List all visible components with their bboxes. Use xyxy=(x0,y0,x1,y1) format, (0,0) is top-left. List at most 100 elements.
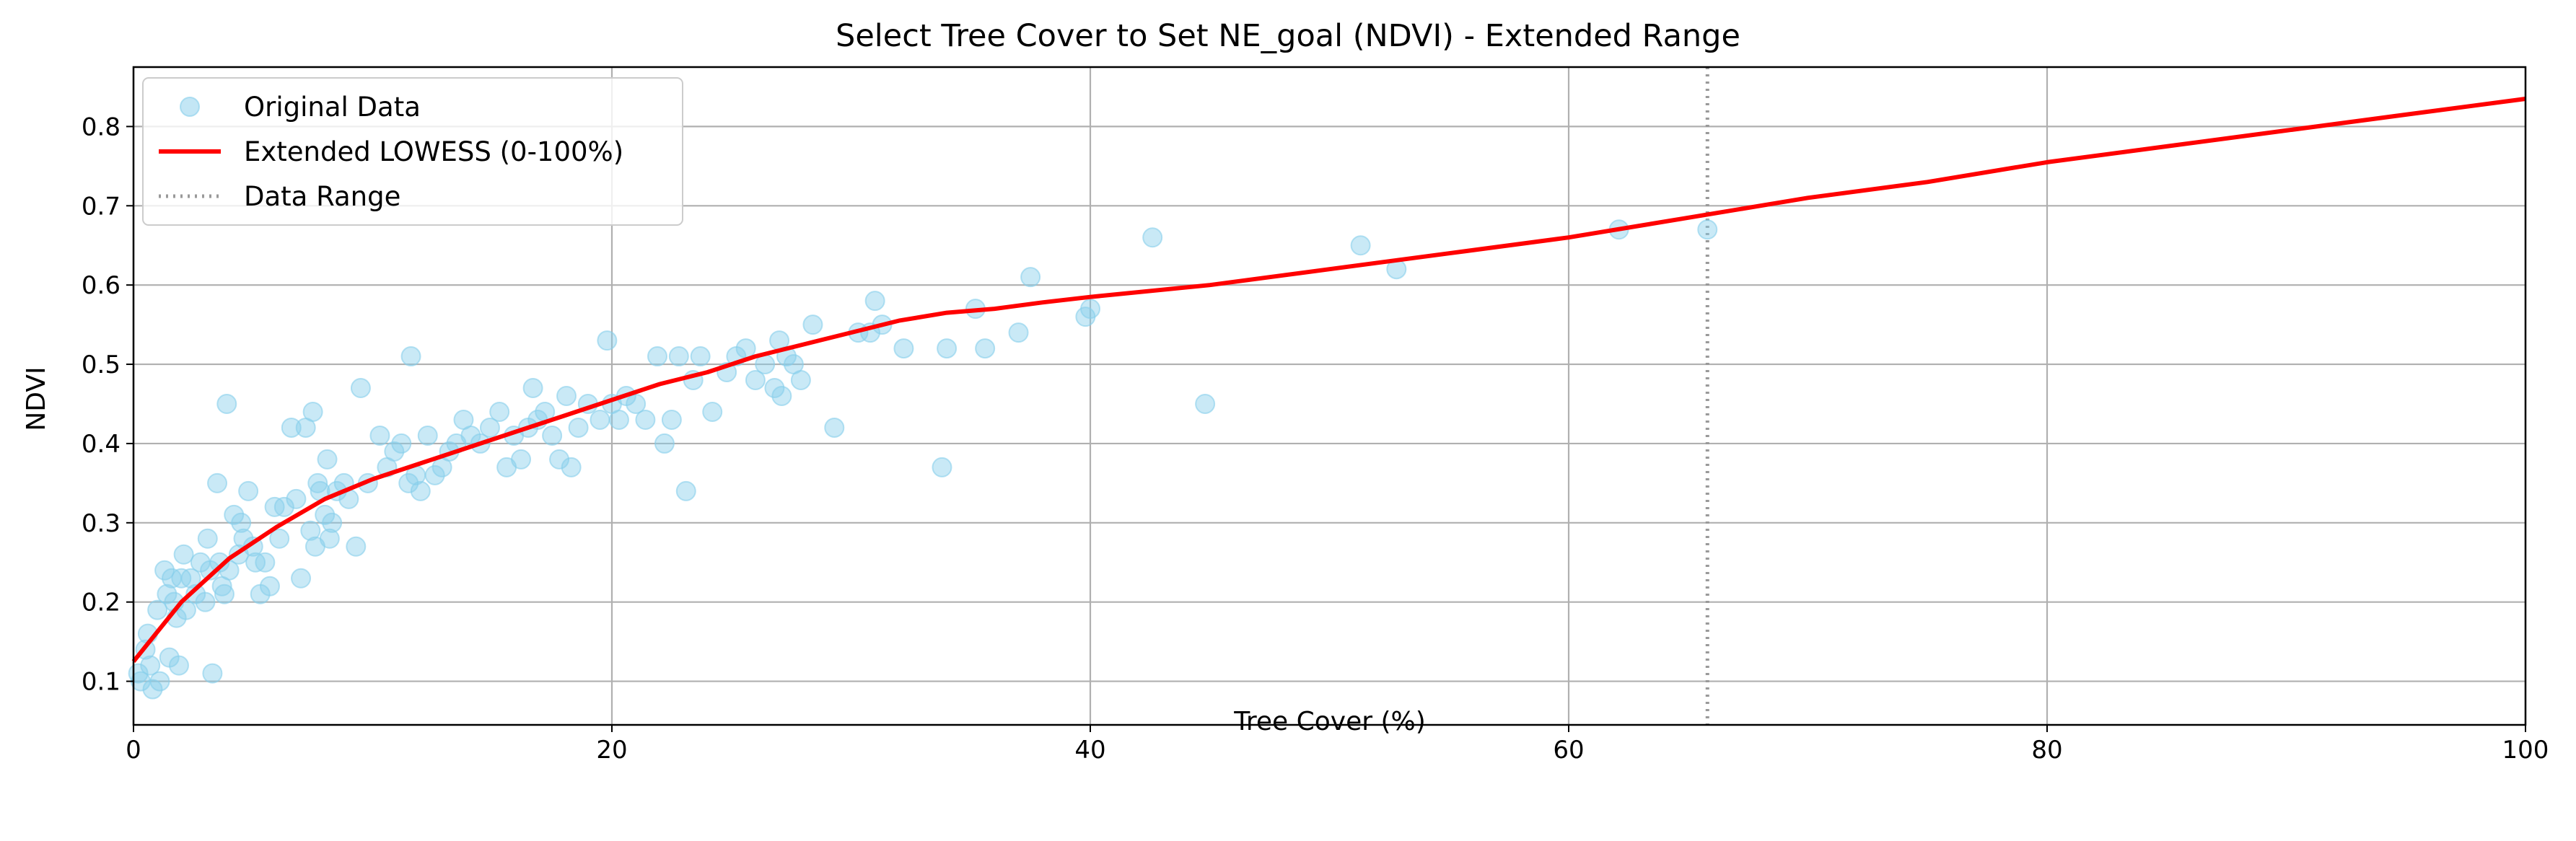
data-point xyxy=(590,409,610,430)
data-point xyxy=(932,457,952,477)
data-point xyxy=(1080,299,1100,320)
data-point xyxy=(479,417,500,438)
legend: Original Data Extended LOWESS (0-100%) D… xyxy=(142,77,683,226)
legend-label-data-range: Data Range xyxy=(244,181,400,212)
plot-area: 0 20 40 60 80 100 0.1 0.2 0.3 0.4 0.5 0.6 0.7 0.8 xyxy=(82,66,2549,765)
data-point xyxy=(216,393,237,414)
x-tick-label: 80 xyxy=(2031,736,2062,765)
data-point xyxy=(269,528,290,549)
data-point xyxy=(346,536,367,557)
data-point xyxy=(690,346,711,367)
data-point xyxy=(937,338,958,359)
data-point xyxy=(864,291,885,312)
grid-lines xyxy=(132,67,2527,725)
plot-frame xyxy=(132,66,2527,726)
data-point xyxy=(398,472,419,493)
data-point xyxy=(224,504,245,525)
data-point xyxy=(214,584,235,604)
data-point xyxy=(317,449,338,470)
data-point xyxy=(273,496,294,517)
data-point xyxy=(410,480,431,501)
data-point xyxy=(771,386,792,406)
data-point xyxy=(647,346,667,367)
data-point xyxy=(231,512,252,533)
data-point xyxy=(255,552,276,573)
y-tick-label: 0.4 xyxy=(82,430,121,459)
x-tick-label: 60 xyxy=(1553,736,1584,765)
data-point xyxy=(142,679,163,700)
data-point xyxy=(369,425,390,446)
data-point xyxy=(1020,267,1041,288)
x-axis-title: Tree Cover (%) xyxy=(1233,707,1426,736)
data-point xyxy=(661,409,682,430)
data-point xyxy=(1350,235,1371,256)
y-tick-label: 0.7 xyxy=(82,192,121,221)
data-point xyxy=(281,417,302,438)
data-point xyxy=(180,568,201,589)
data-point xyxy=(608,409,629,430)
data-point xyxy=(489,401,510,422)
scatter-series xyxy=(128,219,1718,700)
lowess-series xyxy=(131,97,2526,663)
data-point xyxy=(322,512,343,533)
data-point xyxy=(154,560,175,581)
y-tick-label: 0.6 xyxy=(82,271,121,300)
data-point xyxy=(654,433,675,454)
legend-label-lowess: Extended LOWESS (0-100%) xyxy=(244,136,623,167)
data-point xyxy=(702,401,723,422)
data-point xyxy=(556,386,577,406)
data-point xyxy=(790,370,811,391)
chart-title: Select Tree Cover to Set NE_goal (NDVI) … xyxy=(836,18,1740,54)
data-point xyxy=(319,528,340,549)
data-point xyxy=(147,599,168,620)
data-point xyxy=(238,480,259,501)
data-point xyxy=(735,338,756,359)
data-point xyxy=(668,346,689,367)
data-point xyxy=(893,338,914,359)
y-tick-label: 0.3 xyxy=(82,509,121,538)
data-point xyxy=(1697,219,1718,240)
data-point xyxy=(824,417,845,438)
data-point xyxy=(522,378,543,399)
data-point xyxy=(1195,393,1216,414)
data-point xyxy=(561,457,582,477)
data-point xyxy=(157,584,178,604)
data-point xyxy=(195,591,216,612)
data-point xyxy=(140,655,161,676)
data-point xyxy=(424,464,445,485)
data-point xyxy=(542,425,563,446)
axis-ticks: 0 20 40 60 80 100 0.1 0.2 0.3 0.4 0.5 0.6 0.7 0.8 xyxy=(82,113,2549,765)
data-point xyxy=(764,378,785,399)
data-point xyxy=(626,393,647,414)
data-point xyxy=(207,472,228,493)
data-point xyxy=(597,330,618,351)
data-point xyxy=(400,346,421,367)
x-tick-label: 20 xyxy=(596,736,627,765)
data-point xyxy=(745,370,766,391)
data-point xyxy=(168,655,189,676)
data-point xyxy=(300,520,321,541)
y-axis-title: NDVI xyxy=(22,366,51,431)
legend-box xyxy=(142,77,683,226)
data-point xyxy=(635,409,656,430)
data-point xyxy=(511,449,532,470)
data-point xyxy=(1008,322,1029,343)
data-point xyxy=(675,480,696,501)
data-point xyxy=(202,663,223,684)
x-tick-label: 40 xyxy=(1074,736,1105,765)
y-tick-label: 0.8 xyxy=(82,113,121,141)
x-tick-label: 0 xyxy=(126,736,141,765)
data-point xyxy=(302,401,323,422)
legend-label-original-data: Original Data xyxy=(244,92,421,123)
legend-marker-original-data xyxy=(180,97,200,117)
y-tick-label: 0.5 xyxy=(82,351,121,379)
data-point xyxy=(802,314,823,335)
data-point xyxy=(350,378,371,399)
lowess-line xyxy=(131,97,2526,663)
data-point xyxy=(975,338,996,359)
data-point xyxy=(197,528,218,549)
x-tick-label: 100 xyxy=(2502,736,2549,765)
data-point xyxy=(549,449,570,470)
data-point xyxy=(291,568,312,589)
